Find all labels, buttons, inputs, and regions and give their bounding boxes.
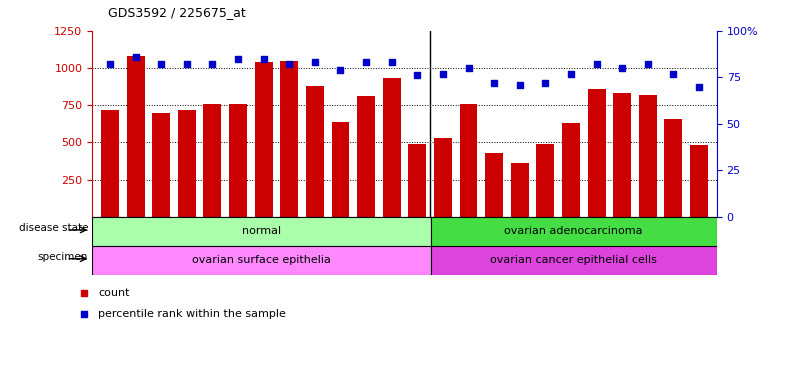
Point <box>257 56 270 62</box>
Text: count: count <box>98 288 130 298</box>
Bar <box>460 104 477 217</box>
Point <box>283 61 296 67</box>
Bar <box>431 246 717 275</box>
Point <box>231 56 244 62</box>
Bar <box>639 95 657 217</box>
Bar <box>383 78 400 217</box>
Point <box>693 84 706 90</box>
Bar <box>511 163 529 217</box>
Bar <box>280 61 298 217</box>
Text: ovarian cancer epithelial cells: ovarian cancer epithelial cells <box>490 255 657 265</box>
Point <box>539 80 552 86</box>
Bar <box>92 246 431 275</box>
Point <box>488 80 501 86</box>
Bar <box>203 104 221 217</box>
Bar <box>127 56 145 217</box>
Text: ovarian surface epithelia: ovarian surface epithelia <box>192 255 331 265</box>
Point <box>462 65 475 71</box>
Bar <box>614 93 631 217</box>
Point <box>437 71 449 77</box>
Bar <box>101 110 119 217</box>
Point <box>590 61 603 67</box>
Text: GDS3592 / 225675_at: GDS3592 / 225675_at <box>108 6 246 19</box>
Bar <box>92 217 431 246</box>
Point <box>308 59 321 65</box>
Point <box>180 61 193 67</box>
Bar <box>664 119 682 217</box>
Point <box>565 71 578 77</box>
Point <box>103 61 116 67</box>
Text: disease state: disease state <box>18 223 88 233</box>
Point <box>129 54 142 60</box>
Text: ovarian adenocarcinoma: ovarian adenocarcinoma <box>505 226 643 237</box>
Point <box>78 311 91 317</box>
Bar <box>332 122 349 217</box>
Bar <box>431 217 717 246</box>
Point <box>385 59 398 65</box>
Point <box>360 59 372 65</box>
Bar <box>306 86 324 217</box>
Text: normal: normal <box>242 226 281 237</box>
Bar <box>434 138 452 217</box>
Point <box>155 61 167 67</box>
Bar <box>562 123 580 217</box>
Point <box>667 71 680 77</box>
Point <box>411 72 424 78</box>
Point <box>616 65 629 71</box>
Point <box>206 61 219 67</box>
Point <box>78 290 91 296</box>
Point <box>334 67 347 73</box>
Bar <box>485 153 503 217</box>
Bar <box>152 113 171 217</box>
Point <box>513 82 526 88</box>
Point <box>642 61 654 67</box>
Text: percentile rank within the sample: percentile rank within the sample <box>98 309 286 319</box>
Bar <box>229 104 247 217</box>
Bar <box>178 110 195 217</box>
Bar <box>537 144 554 217</box>
Bar <box>690 146 708 217</box>
Text: specimen: specimen <box>38 252 88 262</box>
Bar <box>409 144 426 217</box>
Bar <box>588 89 606 217</box>
Bar <box>255 62 272 217</box>
Bar <box>357 96 375 217</box>
